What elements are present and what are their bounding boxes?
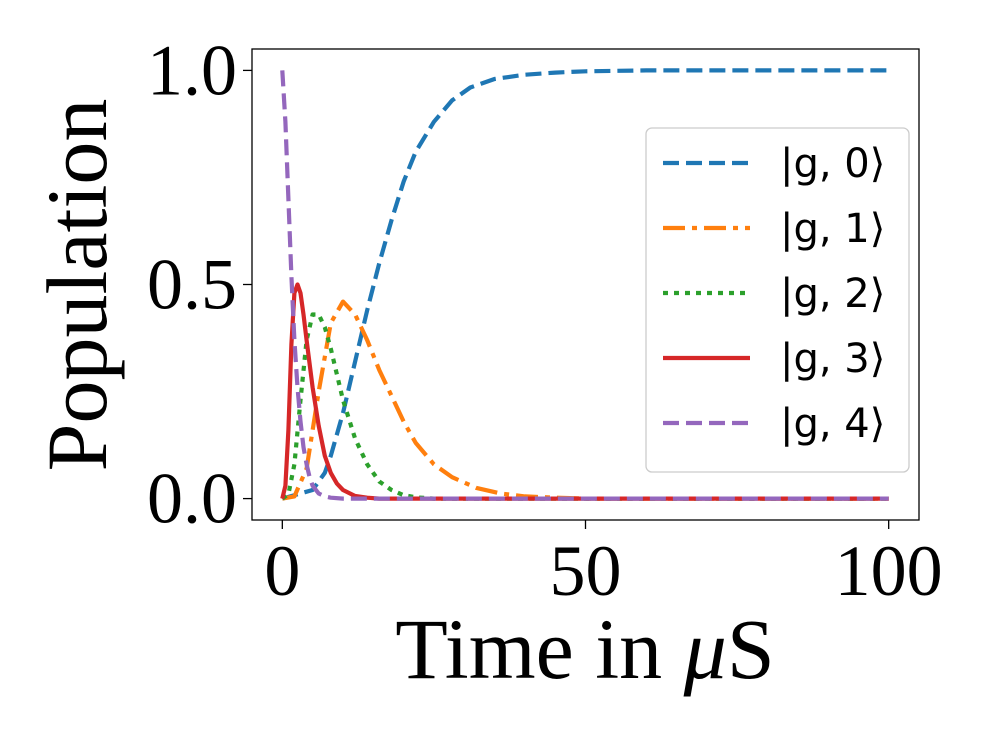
x-axis-label-mu: μ [683, 601, 727, 697]
legend-label: |g, 3⟩ [780, 336, 885, 382]
series-line-0 [281, 68, 889, 501]
y-tick-label: 1.0 [147, 30, 237, 110]
legend-frame [645, 127, 910, 473]
legend-label: |g, 4⟩ [780, 401, 885, 447]
legend-label: |g, 0⟩ [780, 141, 885, 187]
y-axis-label: Population [29, 99, 125, 472]
y-tick-label: 0.0 [147, 459, 237, 539]
series-layer [280, 68, 889, 501]
ticks-layer: 0 50 100 0.0 0.5 1.0 [147, 30, 943, 611]
series-line-2 [281, 312, 889, 501]
x-tick-label: 0 [264, 531, 300, 611]
x-tick-label: 100 [835, 531, 943, 611]
x-axis-label-text: Time in [395, 601, 683, 697]
y-tick-label: 0.5 [147, 245, 237, 325]
x-axis-label: Time in μS [395, 601, 774, 697]
legend: |g, 0⟩ |g, 1⟩ |g, 2⟩ |g, 3⟩ |g, 4⟩ [645, 127, 910, 473]
x-axis-label-unit: S [727, 601, 775, 697]
series-line-3 [280, 282, 889, 501]
x-tick-label: 50 [550, 531, 622, 611]
legend-label: |g, 1⟩ [780, 206, 885, 252]
legend-label: |g, 2⟩ [780, 271, 885, 317]
